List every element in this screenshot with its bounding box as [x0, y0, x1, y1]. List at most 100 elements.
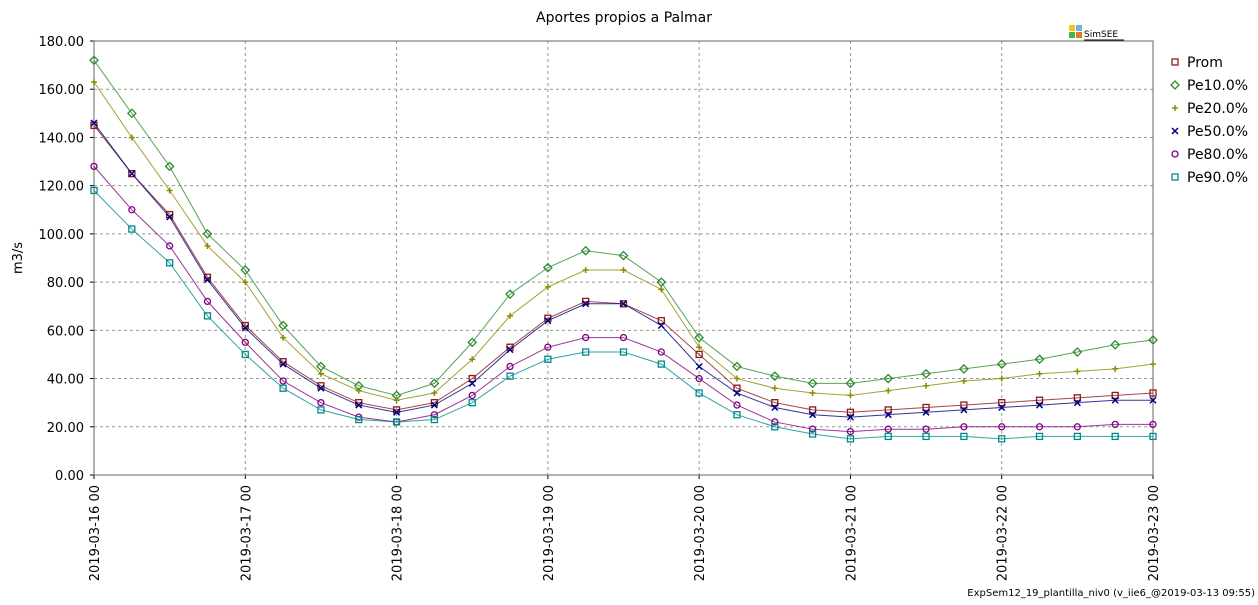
point [1149, 432, 1157, 441]
x-tick-label: 2019-03-21 00 [844, 485, 859, 581]
point [241, 350, 249, 359]
point [128, 169, 136, 178]
point [317, 406, 325, 414]
y-tick-label: 180.00 [39, 35, 85, 50]
point [620, 267, 627, 274]
point [960, 432, 968, 441]
point [355, 415, 363, 424]
point [733, 384, 741, 392]
point [582, 348, 590, 356]
point [468, 399, 476, 407]
point [1035, 432, 1044, 441]
series-line [93, 166, 1153, 433]
point [808, 406, 817, 414]
y-tick-label: 20.00 [47, 421, 84, 436]
point [544, 355, 552, 363]
point [618, 250, 629, 261]
point [1072, 347, 1083, 357]
point [921, 368, 931, 379]
point [656, 277, 667, 288]
point [771, 399, 779, 407]
point [430, 401, 438, 409]
point [430, 415, 439, 424]
point [1149, 389, 1157, 397]
point [279, 384, 287, 392]
point [128, 134, 135, 141]
point [960, 406, 968, 414]
y-tick-label: 0.00 [55, 469, 84, 484]
point [695, 389, 703, 397]
point [431, 390, 438, 397]
point [166, 213, 174, 221]
point [998, 399, 1006, 407]
point [657, 317, 665, 325]
legend-marker [1171, 127, 1179, 135]
y-tick-label: 160.00 [39, 83, 85, 98]
point [429, 378, 440, 389]
point [469, 356, 476, 363]
point [1074, 368, 1081, 375]
point [960, 377, 967, 384]
point [958, 363, 969, 374]
point [960, 423, 968, 431]
footer: ExpSem12_19_plantilla_niv0 (v_iie6_@2019… [967, 588, 1255, 599]
point [619, 300, 628, 308]
point [1112, 365, 1119, 372]
point [430, 411, 439, 419]
chart-title: Aportes propios a Palmar [536, 10, 712, 26]
point [733, 389, 741, 397]
point [1035, 423, 1044, 431]
point [884, 411, 892, 419]
point [126, 108, 137, 119]
point [90, 186, 98, 195]
point [846, 427, 855, 436]
logo-icon [1069, 32, 1075, 38]
point [619, 348, 628, 356]
point [128, 206, 136, 214]
point [1073, 394, 1082, 402]
point [202, 228, 213, 239]
point [846, 435, 855, 443]
legend-label: Pe80.0% [1187, 147, 1248, 163]
point [1149, 420, 1157, 429]
point [1111, 396, 1119, 404]
legend-marker [1171, 58, 1179, 66]
point [657, 360, 665, 368]
point [468, 379, 476, 387]
point [582, 333, 590, 342]
point [164, 161, 175, 172]
point [884, 425, 892, 433]
point [90, 162, 98, 171]
point [166, 187, 173, 194]
point [279, 360, 287, 368]
point [996, 359, 1007, 370]
point [847, 392, 854, 399]
point [203, 276, 211, 284]
point [1036, 370, 1043, 377]
point [317, 370, 324, 377]
legend-label: Pe50.0% [1187, 124, 1248, 140]
point [468, 374, 476, 383]
point [506, 346, 514, 354]
point [845, 378, 856, 389]
plot-frame [93, 40, 1154, 476]
point [1150, 361, 1156, 368]
x-tick-label: 2019-03-16 00 [88, 485, 103, 581]
point [506, 372, 514, 380]
y-tick-label: 120.00 [39, 180, 85, 195]
point [580, 245, 591, 256]
point [733, 401, 741, 409]
point [467, 337, 478, 348]
point [165, 259, 174, 267]
legend-marker [1171, 173, 1179, 181]
point [694, 332, 705, 343]
point [771, 423, 779, 431]
logo-icon [1076, 25, 1082, 31]
point [998, 403, 1006, 412]
point [883, 373, 894, 384]
point [241, 338, 249, 347]
point [1110, 339, 1121, 350]
y-tick-label: 100.00 [39, 228, 85, 243]
point [317, 399, 325, 407]
point [544, 317, 552, 325]
